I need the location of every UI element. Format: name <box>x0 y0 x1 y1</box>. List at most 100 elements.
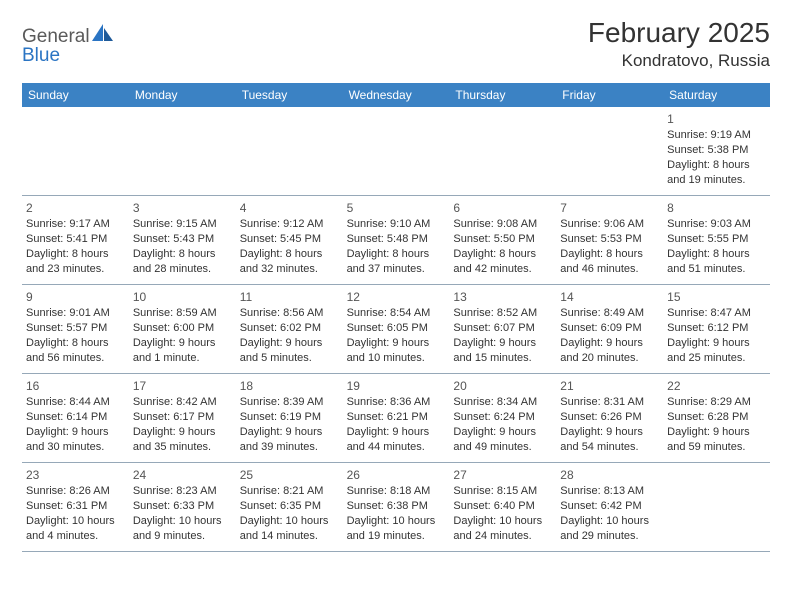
sunset-text: Sunset: 5:55 PM <box>667 232 766 247</box>
brand-word1: General <box>22 26 90 47</box>
calendar-day-cell: 23Sunrise: 8:26 AMSunset: 6:31 PMDayligh… <box>22 463 129 551</box>
day-number: 23 <box>26 467 125 483</box>
sunset-text: Sunset: 5:38 PM <box>667 143 766 158</box>
sunset-text: Sunset: 5:45 PM <box>240 232 339 247</box>
calendar-day-cell: 26Sunrise: 8:18 AMSunset: 6:38 PMDayligh… <box>343 463 450 551</box>
sunrise-text: Sunrise: 8:47 AM <box>667 306 766 321</box>
calendar-day-cell: 10Sunrise: 8:59 AMSunset: 6:00 PMDayligh… <box>129 285 236 373</box>
weekday-header: Tuesday <box>236 83 343 107</box>
sunset-text: Sunset: 6:21 PM <box>347 410 446 425</box>
calendar-day-cell: 15Sunrise: 8:47 AMSunset: 6:12 PMDayligh… <box>663 285 770 373</box>
day-number: 20 <box>453 378 552 394</box>
sunset-text: Sunset: 6:17 PM <box>133 410 232 425</box>
day-number: 4 <box>240 200 339 216</box>
day-number: 28 <box>560 467 659 483</box>
brand-text: General Blue <box>22 24 114 65</box>
calendar-day-cell: 7Sunrise: 9:06 AMSunset: 5:53 PMDaylight… <box>556 196 663 284</box>
calendar-day-cell: 12Sunrise: 8:54 AMSunset: 6:05 PMDayligh… <box>343 285 450 373</box>
daylight-text: Daylight: 9 hours and 15 minutes. <box>453 336 552 366</box>
day-number: 10 <box>133 289 232 305</box>
daylight-text: Daylight: 9 hours and 59 minutes. <box>667 425 766 455</box>
sunset-text: Sunset: 6:02 PM <box>240 321 339 336</box>
weekday-header: Sunday <box>22 83 129 107</box>
day-number: 16 <box>26 378 125 394</box>
day-number: 15 <box>667 289 766 305</box>
sunrise-text: Sunrise: 9:12 AM <box>240 217 339 232</box>
location-label: Kondratovo, Russia <box>588 51 770 71</box>
sunset-text: Sunset: 6:42 PM <box>560 499 659 514</box>
calendar-day-cell: 17Sunrise: 8:42 AMSunset: 6:17 PMDayligh… <box>129 374 236 462</box>
calendar-empty-cell <box>663 463 770 551</box>
calendar-day-cell: 27Sunrise: 8:15 AMSunset: 6:40 PMDayligh… <box>449 463 556 551</box>
sunrise-text: Sunrise: 9:06 AM <box>560 217 659 232</box>
day-number: 25 <box>240 467 339 483</box>
day-number: 7 <box>560 200 659 216</box>
sunrise-text: Sunrise: 8:49 AM <box>560 306 659 321</box>
sunrise-text: Sunrise: 8:54 AM <box>347 306 446 321</box>
daylight-text: Daylight: 8 hours and 51 minutes. <box>667 247 766 277</box>
calendar-day-cell: 11Sunrise: 8:56 AMSunset: 6:02 PMDayligh… <box>236 285 343 373</box>
sunset-text: Sunset: 6:19 PM <box>240 410 339 425</box>
day-number: 27 <box>453 467 552 483</box>
daylight-text: Daylight: 8 hours and 19 minutes. <box>667 158 766 188</box>
sunrise-text: Sunrise: 8:18 AM <box>347 484 446 499</box>
sunrise-text: Sunrise: 9:19 AM <box>667 128 766 143</box>
calendar-day-cell: 3Sunrise: 9:15 AMSunset: 5:43 PMDaylight… <box>129 196 236 284</box>
calendar-empty-cell <box>343 107 450 195</box>
day-number: 21 <box>560 378 659 394</box>
daylight-text: Daylight: 9 hours and 54 minutes. <box>560 425 659 455</box>
day-number: 12 <box>347 289 446 305</box>
sunrise-text: Sunrise: 9:17 AM <box>26 217 125 232</box>
sunrise-text: Sunrise: 8:52 AM <box>453 306 552 321</box>
calendar-week-row: 9Sunrise: 9:01 AMSunset: 5:57 PMDaylight… <box>22 285 770 374</box>
sunset-text: Sunset: 5:53 PM <box>560 232 659 247</box>
sunrise-text: Sunrise: 9:08 AM <box>453 217 552 232</box>
day-number: 24 <box>133 467 232 483</box>
sunrise-text: Sunrise: 8:15 AM <box>453 484 552 499</box>
sunrise-text: Sunrise: 8:59 AM <box>133 306 232 321</box>
sunset-text: Sunset: 6:05 PM <box>347 321 446 336</box>
day-number: 8 <box>667 200 766 216</box>
day-number: 11 <box>240 289 339 305</box>
day-number: 19 <box>347 378 446 394</box>
calendar-day-cell: 18Sunrise: 8:39 AMSunset: 6:19 PMDayligh… <box>236 374 343 462</box>
daylight-text: Daylight: 8 hours and 37 minutes. <box>347 247 446 277</box>
calendar-week-row: 1Sunrise: 9:19 AMSunset: 5:38 PMDaylight… <box>22 107 770 196</box>
month-title: February 2025 <box>588 18 770 49</box>
daylight-text: Daylight: 9 hours and 44 minutes. <box>347 425 446 455</box>
calendar-day-cell: 25Sunrise: 8:21 AMSunset: 6:35 PMDayligh… <box>236 463 343 551</box>
sunrise-text: Sunrise: 8:42 AM <box>133 395 232 410</box>
daylight-text: Daylight: 10 hours and 4 minutes. <box>26 514 125 544</box>
sunset-text: Sunset: 6:00 PM <box>133 321 232 336</box>
day-number: 5 <box>347 200 446 216</box>
day-number: 14 <box>560 289 659 305</box>
brand-logo: General Blue <box>22 18 114 65</box>
sunset-text: Sunset: 6:26 PM <box>560 410 659 425</box>
sunset-text: Sunset: 5:50 PM <box>453 232 552 247</box>
sunrise-text: Sunrise: 8:36 AM <box>347 395 446 410</box>
sunset-text: Sunset: 6:07 PM <box>453 321 552 336</box>
calendar-week-row: 2Sunrise: 9:17 AMSunset: 5:41 PMDaylight… <box>22 196 770 285</box>
calendar-day-cell: 16Sunrise: 8:44 AMSunset: 6:14 PMDayligh… <box>22 374 129 462</box>
sunset-text: Sunset: 6:38 PM <box>347 499 446 514</box>
calendar-day-cell: 19Sunrise: 8:36 AMSunset: 6:21 PMDayligh… <box>343 374 450 462</box>
weekday-header-row: SundayMondayTuesdayWednesdayThursdayFrid… <box>22 83 770 107</box>
day-number: 22 <box>667 378 766 394</box>
day-number: 1 <box>667 111 766 127</box>
day-number: 26 <box>347 467 446 483</box>
calendar-day-cell: 20Sunrise: 8:34 AMSunset: 6:24 PMDayligh… <box>449 374 556 462</box>
sunrise-text: Sunrise: 9:10 AM <box>347 217 446 232</box>
sunset-text: Sunset: 6:28 PM <box>667 410 766 425</box>
sunrise-text: Sunrise: 9:03 AM <box>667 217 766 232</box>
calendar-week-row: 16Sunrise: 8:44 AMSunset: 6:14 PMDayligh… <box>22 374 770 463</box>
calendar-weeks: 1Sunrise: 9:19 AMSunset: 5:38 PMDaylight… <box>22 107 770 552</box>
weekday-header: Wednesday <box>343 83 450 107</box>
calendar-week-row: 23Sunrise: 8:26 AMSunset: 6:31 PMDayligh… <box>22 463 770 552</box>
calendar-day-cell: 24Sunrise: 8:23 AMSunset: 6:33 PMDayligh… <box>129 463 236 551</box>
brand-word2: Blue <box>22 45 60 66</box>
sunset-text: Sunset: 5:43 PM <box>133 232 232 247</box>
calendar-day-cell: 21Sunrise: 8:31 AMSunset: 6:26 PMDayligh… <box>556 374 663 462</box>
calendar-day-cell: 1Sunrise: 9:19 AMSunset: 5:38 PMDaylight… <box>663 107 770 195</box>
daylight-text: Daylight: 10 hours and 14 minutes. <box>240 514 339 544</box>
daylight-text: Daylight: 9 hours and 20 minutes. <box>560 336 659 366</box>
